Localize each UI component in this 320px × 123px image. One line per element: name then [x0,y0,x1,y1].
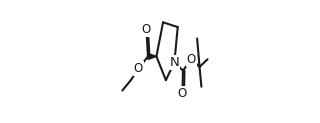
Text: O: O [134,62,143,75]
Text: O: O [142,23,151,36]
Text: O: O [187,53,196,66]
Polygon shape [148,53,156,59]
Text: O: O [178,87,187,100]
Text: N: N [170,56,179,69]
